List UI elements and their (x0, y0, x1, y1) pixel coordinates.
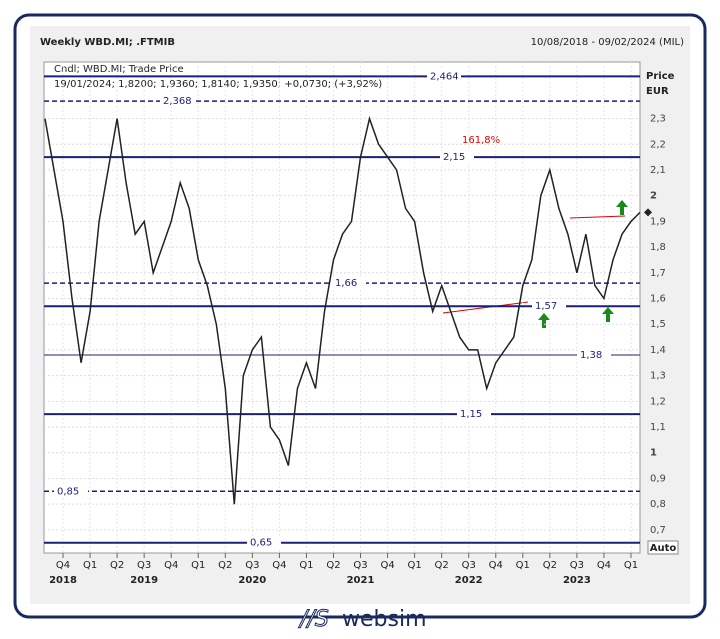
x-tick-label: Q3 (462, 560, 476, 571)
level-label: 1,66 (335, 278, 357, 289)
x-tick-label: Q2 (218, 560, 232, 571)
level-label: 1,38 (580, 350, 602, 361)
y-tick-label: 1 (650, 448, 657, 459)
level-label: 2,15 (443, 152, 465, 163)
x-tick-label: Q1 (299, 560, 313, 571)
y-tick-label: 0,8 (650, 499, 666, 510)
x-tick-label: Q1 (624, 560, 638, 571)
level-label-bg (440, 151, 474, 164)
trendline (442, 301, 529, 314)
y-tick-label: 0,9 (650, 473, 666, 484)
level-label-bg (427, 70, 461, 83)
level-label: 1,15 (460, 409, 482, 420)
info-line: 19/01/2024; 1,8200; 1,9360; 1,8140; 1,93… (54, 79, 382, 90)
x-tick-label: Q3 (353, 560, 367, 571)
level-label-bg (332, 277, 366, 290)
x-tick-label: Q2 (326, 560, 340, 571)
signal-arrow (538, 313, 550, 328)
price-line (44, 115, 641, 505)
x-tick-label: Q4 (489, 560, 503, 571)
x-tick-label: Q3 (137, 560, 151, 571)
y-tick-label: 1,3 (650, 371, 666, 382)
x-tick-label: Q3 (245, 560, 259, 571)
auto-label: Auto (650, 543, 677, 554)
year-label: 2019 (130, 575, 158, 586)
brand-name: websim (342, 607, 427, 632)
x-tick-label: Q3 (570, 560, 584, 571)
auto-box (647, 540, 679, 555)
year-label: 2021 (347, 575, 375, 586)
y-tick-label: 1,5 (650, 319, 666, 330)
level-label: 2,464 (430, 71, 459, 82)
x-tick-label: Q4 (164, 560, 178, 571)
brand-mark: //S (298, 607, 329, 632)
y-tick-label: 1,9 (650, 216, 666, 227)
level-label: 1,57 (535, 301, 557, 312)
y-tick-label: 1,6 (650, 294, 666, 305)
trendline (569, 215, 626, 219)
x-tick-label: Q4 (272, 560, 286, 571)
x-tick-label: Q4 (56, 560, 70, 571)
signal-arrow (602, 307, 614, 322)
x-tick-label: Q2 (110, 560, 124, 571)
y-tick-label: 1,2 (650, 396, 666, 407)
info-line: Cndl; WBD.MI; Trade Price (54, 64, 184, 75)
axis-title: Price (646, 71, 675, 82)
x-tick-label: Q4 (380, 560, 394, 571)
x-tick-label: Q2 (543, 560, 557, 571)
chart-title: Weekly WBD.MI; .FTMIB (40, 37, 175, 48)
x-tick-label: Q1 (408, 560, 422, 571)
x-tick-label: Q1 (83, 560, 97, 571)
x-tick-label: Q1 (191, 560, 205, 571)
y-tick-label: 1,4 (650, 345, 666, 356)
level-label: 0,65 (250, 538, 272, 549)
level-label-bg (532, 300, 566, 313)
level-label-bg (160, 95, 194, 108)
level-label-bg (54, 485, 88, 498)
x-tick-label: Q2 (435, 560, 449, 571)
annotation: 161,8% (462, 135, 500, 146)
year-label: 2023 (563, 575, 591, 586)
year-label: 2020 (238, 575, 266, 586)
y-tick-label: 1,7 (650, 268, 666, 279)
last-price-marker (644, 208, 652, 217)
signal-arrow (616, 200, 628, 215)
level-label-bg (457, 408, 491, 421)
y-tick-label: 2,2 (650, 139, 666, 150)
date-range: 10/08/2018 - 09/02/2024 (MIL) (531, 37, 684, 48)
level-label-bg (247, 536, 281, 549)
brand: //S websim (30, 607, 690, 633)
y-tick-label: 2,3 (650, 114, 666, 125)
level-label: 0,85 (57, 486, 79, 497)
y-tick-label: 2 (650, 191, 657, 202)
year-label: 2018 (49, 575, 77, 586)
year-label: 2022 (455, 575, 483, 586)
y-tick-label: 2,1 (650, 165, 666, 176)
x-tick-label: Q4 (597, 560, 611, 571)
y-tick-label: 1,1 (650, 422, 666, 433)
axis-unit: EUR (646, 86, 669, 97)
y-tick-label: 1,8 (650, 242, 666, 253)
x-tick-label: Q1 (516, 560, 530, 571)
y-tick-label: 0,7 (650, 525, 666, 536)
level-label-bg (577, 349, 611, 362)
level-label: 2,368 (163, 96, 192, 107)
